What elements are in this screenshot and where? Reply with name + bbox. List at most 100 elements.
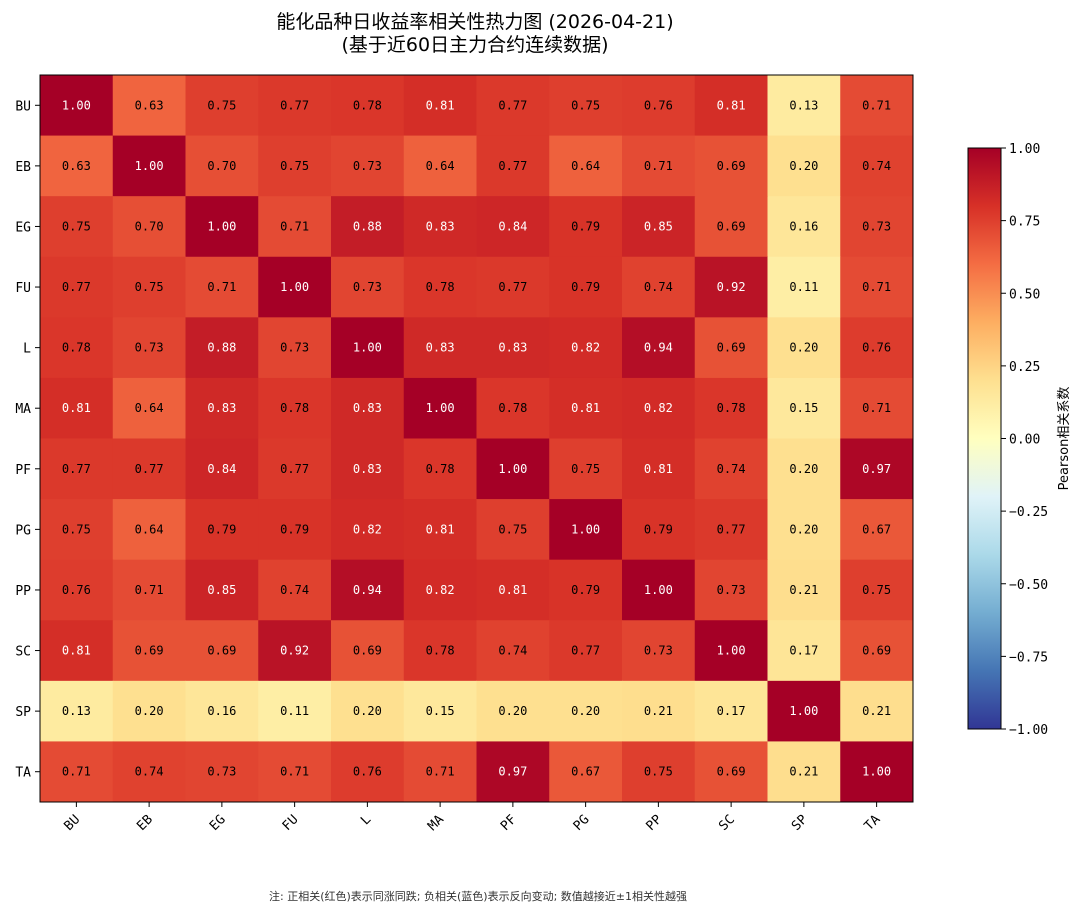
cell-value-label: 0.77	[498, 159, 527, 173]
heatmap-cell	[840, 317, 914, 379]
heatmap-cell	[112, 196, 186, 258]
heatmap-cell	[840, 438, 914, 500]
heatmap-cell	[403, 317, 477, 379]
heatmap-cell	[767, 135, 841, 197]
cell-value-label: 0.75	[498, 522, 527, 536]
colorbar-tick-label: −0.75	[1009, 650, 1048, 665]
cell-value-label: 0.69	[353, 644, 382, 658]
heatmap-cell	[258, 135, 332, 197]
heatmap-cell	[258, 438, 332, 500]
cell-value-label: 0.20	[498, 704, 527, 718]
colorbar-tick-label: −0.50	[1009, 578, 1048, 593]
cell-value-label: 0.67	[862, 522, 891, 536]
heatmap-cell	[112, 499, 186, 561]
cell-value-label: 0.77	[498, 280, 527, 294]
heatmap-cell	[840, 559, 914, 621]
cell-value-label: 0.73	[717, 583, 746, 597]
colorbar-tick-label: 0.00	[1009, 433, 1040, 448]
cell-value-label: 0.78	[426, 462, 455, 476]
heatmap-cell	[622, 438, 696, 500]
heatmap-cell	[403, 196, 477, 258]
heatmap-cell	[258, 196, 332, 258]
heatmap-cell	[549, 196, 623, 258]
heatmap-cell	[40, 741, 114, 803]
heatmap-cell	[476, 135, 550, 197]
cell-value-label: 0.81	[62, 401, 91, 415]
cell-value-label: 0.77	[62, 462, 91, 476]
cell-value-label: 0.69	[717, 765, 746, 779]
cell-value-label: 0.85	[644, 219, 673, 233]
cell-value-label: 0.21	[789, 765, 818, 779]
heatmap-cell	[476, 256, 550, 318]
cell-value-label: 0.20	[353, 704, 382, 718]
heatmap-cell	[622, 499, 696, 561]
heatmap-cell	[331, 499, 405, 561]
cell-value-label: 1.00	[789, 704, 818, 718]
cell-value-label: 0.67	[571, 765, 600, 779]
cell-value-label: 0.82	[571, 341, 600, 355]
heatmap-cell	[403, 135, 477, 197]
heatmap-cells: 1.00 0.63 0.75 0.77 0.78 0.81 0.77 0.75 0.76 0.81…	[40, 75, 914, 803]
cell-value-label: 0.77	[717, 522, 746, 536]
heatmap-cell	[112, 75, 186, 137]
cell-value-label: 0.73	[353, 159, 382, 173]
heatmap-cell	[476, 377, 550, 439]
heatmap-cell	[40, 377, 114, 439]
heatmap-cell	[694, 499, 768, 561]
heatmap-cell	[840, 499, 914, 561]
cell-value-label: 0.20	[789, 341, 818, 355]
cell-value-label: 0.16	[207, 704, 236, 718]
heatmap-cell	[403, 499, 477, 561]
cell-value-label: 0.11	[280, 704, 309, 718]
cell-value-label: 1.00	[862, 765, 891, 779]
y-tick-label: PG	[15, 523, 31, 538]
heatmap-cell	[549, 499, 623, 561]
y-tick-label: SC	[15, 645, 31, 660]
cell-value-label: 0.75	[571, 98, 600, 112]
heatmap-cell	[694, 75, 768, 137]
heatmap-cell	[185, 741, 259, 803]
cell-value-label: 0.13	[789, 98, 818, 112]
cell-value-label: 0.71	[862, 401, 891, 415]
heatmap-cell	[840, 135, 914, 197]
heatmap-cell	[112, 438, 186, 500]
cell-value-label: 1.00	[644, 583, 673, 597]
heatmap-cell	[185, 196, 259, 258]
heatmap-cell	[549, 680, 623, 742]
heatmap-cell	[331, 680, 405, 742]
heatmap-cell	[476, 317, 550, 379]
heatmap-cell	[185, 559, 259, 621]
colorbar-tick-label: 0.50	[1009, 287, 1040, 302]
cell-value-label: 0.21	[789, 583, 818, 597]
cell-value-label: 0.79	[207, 522, 236, 536]
heatmap-cell	[549, 135, 623, 197]
heatmap-cell	[694, 377, 768, 439]
heatmap-cell	[840, 680, 914, 742]
y-tick-label: EG	[15, 220, 31, 235]
heatmap-cell	[331, 256, 405, 318]
y-tick-label: BU	[15, 99, 31, 114]
cell-value-label: 0.75	[644, 765, 673, 779]
cell-value-label: 0.84	[207, 462, 236, 476]
cell-value-label: 0.74	[280, 583, 309, 597]
x-tick-label: FU	[280, 812, 302, 834]
y-tick-label: PF	[15, 463, 31, 478]
heatmap-cell	[112, 620, 186, 682]
cell-value-label: 0.79	[280, 522, 309, 536]
x-tick-label: PP	[644, 812, 666, 834]
cell-value-label: 0.78	[280, 401, 309, 415]
cell-value-label: 0.20	[135, 704, 164, 718]
y-tick-label: PP	[15, 584, 31, 599]
cell-value-label: 0.82	[353, 522, 382, 536]
colorbar-tick-label: 0.25	[1009, 360, 1040, 375]
x-tick-label: SP	[789, 812, 811, 834]
heatmap-cell	[331, 196, 405, 258]
heatmap-cell	[112, 377, 186, 439]
cell-value-label: 0.79	[644, 522, 673, 536]
cell-value-label: 0.74	[498, 644, 527, 658]
cell-value-label: 0.64	[571, 159, 600, 173]
cell-value-label: 0.21	[644, 704, 673, 718]
x-axis: BU EB EG FU L MA PF PG PP SC SP TA	[62, 802, 884, 834]
cell-value-label: 0.15	[789, 401, 818, 415]
cell-value-label: 0.77	[280, 98, 309, 112]
